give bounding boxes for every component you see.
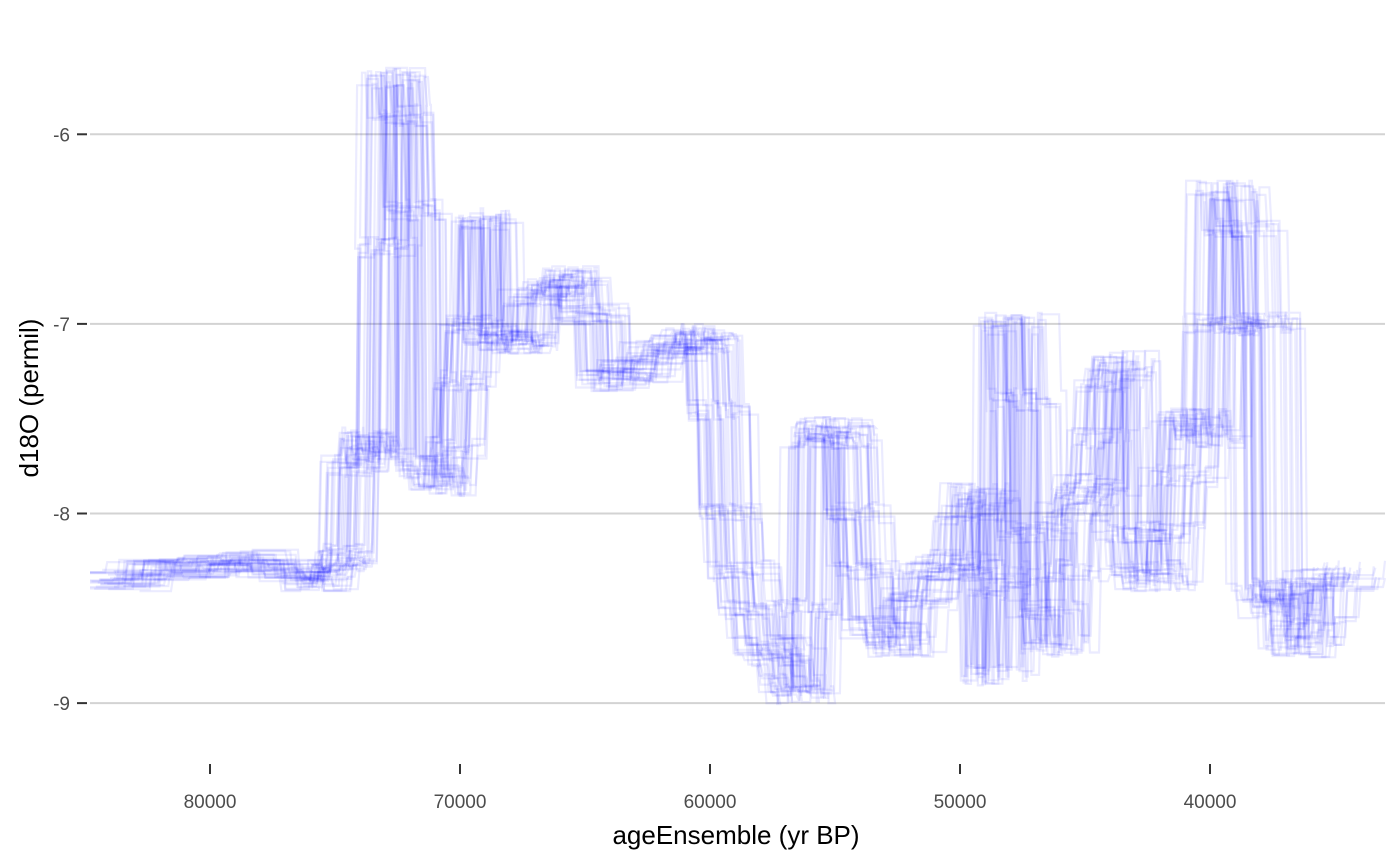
ensemble-member-line (100, 69, 1348, 693)
ensemble-member-line (123, 71, 1353, 695)
ensemble-member-line (123, 84, 1352, 687)
ensemble-member-line (100, 82, 1303, 688)
ensemble-member-line (95, 75, 1349, 692)
ensemble-member-line (121, 79, 1362, 690)
ensemble-member-line (90, 74, 1329, 691)
ensemble-member-line (97, 74, 1315, 697)
x-tick-label: 40000 (1184, 792, 1237, 813)
grid-lines (90, 133, 1385, 705)
x-axis-title: ageEnsemble (yr BP) (612, 820, 859, 850)
y-tick-label: -9 (53, 694, 70, 715)
x-axis: 80000 70000 60000 50000 40000 (184, 764, 1237, 813)
ensemble-member-line (90, 71, 1335, 693)
y-tick-label: -8 (53, 505, 70, 526)
ensemble-member-line (131, 67, 1387, 705)
y-tick-label: -6 (53, 125, 70, 146)
ensemble-member-line (110, 70, 1351, 701)
ensemble-member-line (114, 73, 1356, 704)
x-tick-label: 60000 (684, 792, 737, 813)
ensemble-series (90, 66, 1387, 706)
ensemble-member-line (104, 71, 1328, 688)
ensemble-member-line (102, 68, 1377, 699)
ensemble-member-line (126, 71, 1340, 691)
ensemble-member-line (140, 82, 1350, 703)
ensemble-member-line (114, 66, 1327, 703)
ensemble-member-line (90, 74, 1346, 704)
x-tick-label: 70000 (434, 792, 487, 813)
y-axis: -9 -8 -7 -6 (53, 125, 87, 715)
ensemble-member-line (133, 75, 1381, 695)
ensemble-member-line (90, 71, 1336, 694)
ensemble-member-line (90, 84, 1326, 705)
ensemble-member-line (100, 85, 1331, 694)
ensemble-member-line (113, 73, 1359, 694)
ensemble-member-line (123, 67, 1351, 688)
ensemble-member-line (108, 84, 1340, 689)
ensemble-member-line (108, 81, 1334, 691)
ensemble-member-line (123, 79, 1346, 696)
ensemble-member-line (90, 87, 1327, 697)
x-tick-label: 80000 (184, 792, 237, 813)
ensemble-member-line (90, 86, 1321, 690)
ensemble-member-line (99, 84, 1333, 690)
ensemble-member-line (91, 70, 1334, 697)
x-tick-label: 50000 (934, 792, 987, 813)
ensemble-member-line (98, 84, 1351, 685)
ensemble-member-line (133, 74, 1387, 692)
ensemble-member-line (107, 71, 1362, 693)
ensemble-member-line (113, 87, 1377, 699)
y-axis-title: d18O (permil) (14, 319, 44, 478)
ensemble-member-line (90, 77, 1338, 689)
y-tick-label: -7 (53, 315, 70, 336)
ensemble-member-line (94, 71, 1328, 703)
ensemble-member-line (139, 76, 1377, 695)
ensemble-member-line (128, 80, 1375, 699)
ensemble-member-line (90, 87, 1320, 706)
